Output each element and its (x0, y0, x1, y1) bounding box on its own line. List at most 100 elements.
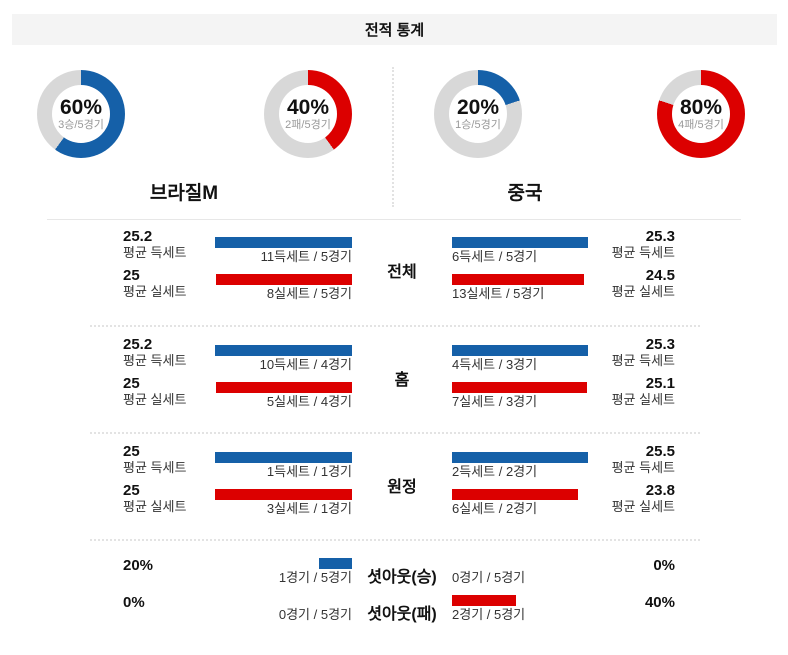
away-bars: 2득세트 / 2경기 6실세트 / 2경기 (452, 452, 588, 526)
avg-sets-won-label: 평균 득세트 (123, 460, 187, 475)
home-bars: 11득세트 / 5경기 8실세트 / 5경기 (215, 237, 352, 311)
avg-sets-won-value: 25 (123, 443, 140, 460)
sets-lost-bar (452, 274, 584, 285)
donut-hole (279, 85, 337, 143)
donut-away-win-rate: 20% 1승/5경기 (434, 70, 522, 158)
sets-won-bar (215, 452, 352, 463)
shutout-bar (452, 595, 516, 606)
sets-won-detail: 10득세트 / 4경기 (259, 357, 352, 372)
avg-sets-won-value: 25.2 (123, 336, 153, 353)
sets-won-detail: 4득세트 / 3경기 (452, 357, 538, 372)
home-averages: 25.2 평균 득세트 25 평균 실세트 (123, 336, 213, 414)
avg-sets-lost-value: 25 (123, 482, 140, 499)
home-shutout-bar-box: 0경기 / 5경기 (215, 595, 352, 632)
away-shutout-bar-box: 0경기 / 5경기 (452, 558, 588, 595)
title-bar: 전적 통계 (12, 14, 777, 45)
shutout-detail: 0경기 / 5경기 (452, 570, 526, 585)
away-averages: 25.3 평균 득세트 24.5 평균 실세트 (553, 228, 675, 306)
shutout-detail: 0경기 / 5경기 (278, 607, 352, 622)
shutout-win-label: 셧아웃(승) (367, 569, 437, 586)
sets-won-bar (452, 345, 588, 356)
section-label: 홈 (394, 372, 410, 389)
home-averages: 25.2 평균 득세트 25 평균 실세트 (123, 228, 213, 306)
avg-sets-won-label: 평균 득세트 (123, 353, 187, 368)
avg-sets-won-value: 25.2 (123, 228, 153, 245)
sets-lost-detail: 3실세트 / 1경기 (266, 501, 352, 516)
dotted-divider (90, 539, 700, 541)
avg-sets-lost-label: 평균 실세트 (611, 499, 675, 514)
avg-sets-lost-value: 24.5 (645, 267, 675, 284)
sets-lost-detail: 13실세트 / 5경기 (452, 286, 545, 301)
shutout-bar (319, 558, 352, 569)
team-name-away: 중국 (507, 183, 543, 204)
away-shutout-bar-box: 2경기 / 5경기 (452, 595, 588, 632)
avg-sets-lost-label: 평균 실세트 (611, 284, 675, 299)
team-name-home: 브라질M (149, 183, 219, 204)
home-bars: 1득세트 / 1경기 3실세트 / 1경기 (215, 452, 352, 526)
donut-record: 3승/5경기 (58, 119, 104, 131)
dotted-divider (90, 432, 700, 434)
horizontal-divider (47, 219, 741, 220)
avg-sets-lost-label: 평균 실세트 (123, 284, 187, 299)
sets-lost-bar (216, 274, 352, 285)
away-bars: 4득세트 / 3경기 7실세트 / 3경기 (452, 345, 588, 419)
avg-sets-won-value: 25.3 (645, 336, 675, 353)
donut-percentage: 20% (456, 96, 500, 119)
away-shutout-loss-pct: 40% (644, 594, 675, 611)
away-averages: 25.3 평균 득세트 25.1 평균 실세트 (553, 336, 675, 414)
sets-won-detail: 6득세트 / 5경기 (452, 249, 538, 264)
sets-lost-bar (215, 489, 352, 500)
sets-won-bar (452, 452, 588, 463)
donut-percentage: 60% (59, 96, 103, 119)
avg-sets-won-label: 평균 득세트 (611, 353, 675, 368)
avg-sets-won-label: 평균 득세트 (611, 245, 675, 260)
donut-hole (449, 85, 507, 143)
donut-home-loss-rate: 40% 2패/5경기 (264, 70, 352, 158)
shutout-loss-label: 셧아웃(패) (367, 606, 437, 623)
section-away-games: 25 평균 득세트 25 평균 실세트 1득세트 / 1경기 3실세트 / 1경… (0, 443, 788, 525)
sets-won-bar (452, 237, 588, 248)
home-shutout-loss-pct: 0% (123, 594, 145, 611)
section-total: 25.2 평균 득세트 25 평균 실세트 11득세트 / 5경기 8실세트 /… (0, 228, 788, 310)
avg-sets-lost-value: 25 (123, 375, 140, 392)
home-averages: 25 평균 득세트 25 평균 실세트 (123, 443, 213, 521)
donut-percentage: 80% (679, 96, 723, 119)
avg-sets-won-label: 평균 득세트 (123, 245, 187, 260)
home-shutout-win-pct: 20% (123, 557, 154, 574)
donut-record: 2패/5경기 (285, 119, 331, 131)
dotted-divider (90, 325, 700, 327)
avg-sets-lost-value: 23.8 (645, 482, 675, 499)
shutout-detail: 2경기 / 5경기 (452, 607, 526, 622)
donut-record: 4패/5경기 (678, 119, 724, 131)
sets-won-detail: 11득세트 / 5경기 (260, 249, 352, 264)
sets-lost-bar (216, 382, 352, 393)
avg-sets-lost-label: 평균 실세트 (123, 499, 187, 514)
home-shutout-bar-box: 1경기 / 5경기 (215, 558, 352, 595)
sets-lost-detail: 6실세트 / 2경기 (452, 501, 538, 516)
page-title: 전적 통계 (364, 22, 425, 39)
shutout-detail: 1경기 / 5경기 (278, 570, 352, 585)
avg-sets-won-value: 25.5 (645, 443, 675, 460)
shutout-loss-row: 0% 0경기 / 5경기 셧아웃(패) 2경기 / 5경기 40% (0, 593, 788, 633)
donut-percentage: 40% (286, 96, 330, 119)
avg-sets-won-label: 평균 득세트 (611, 460, 675, 475)
donut-hole (672, 85, 730, 143)
away-shutout-win-pct: 0% (653, 557, 675, 574)
shutout-win-row: 20% 1경기 / 5경기 셧아웃(승) 0경기 / 5경기 0% (0, 556, 788, 596)
donut-home-win-rate: 60% 3승/5경기 (37, 70, 125, 158)
section-label: 원정 (387, 479, 417, 496)
avg-sets-lost-value: 25 (123, 267, 140, 284)
donut-record: 1승/5경기 (455, 119, 501, 131)
section-home-games: 25.2 평균 득세트 25 평균 실세트 10득세트 / 4경기 5실세트 /… (0, 336, 788, 418)
sets-lost-detail: 8실세트 / 5경기 (266, 286, 352, 301)
donut-away-loss-rate: 80% 4패/5경기 (657, 70, 745, 158)
sets-lost-bar (452, 489, 579, 500)
section-label: 전체 (387, 264, 417, 281)
sets-won-bar (215, 345, 352, 356)
avg-sets-won-value: 25.3 (645, 228, 675, 245)
away-averages: 25.5 평균 득세트 23.8 평균 실세트 (553, 443, 675, 521)
avg-sets-lost-label: 평균 실세트 (123, 392, 187, 407)
home-bars: 10득세트 / 4경기 5실세트 / 4경기 (215, 345, 352, 419)
donut-hole (52, 85, 110, 143)
away-bars: 6득세트 / 5경기 13실세트 / 5경기 (452, 237, 588, 311)
